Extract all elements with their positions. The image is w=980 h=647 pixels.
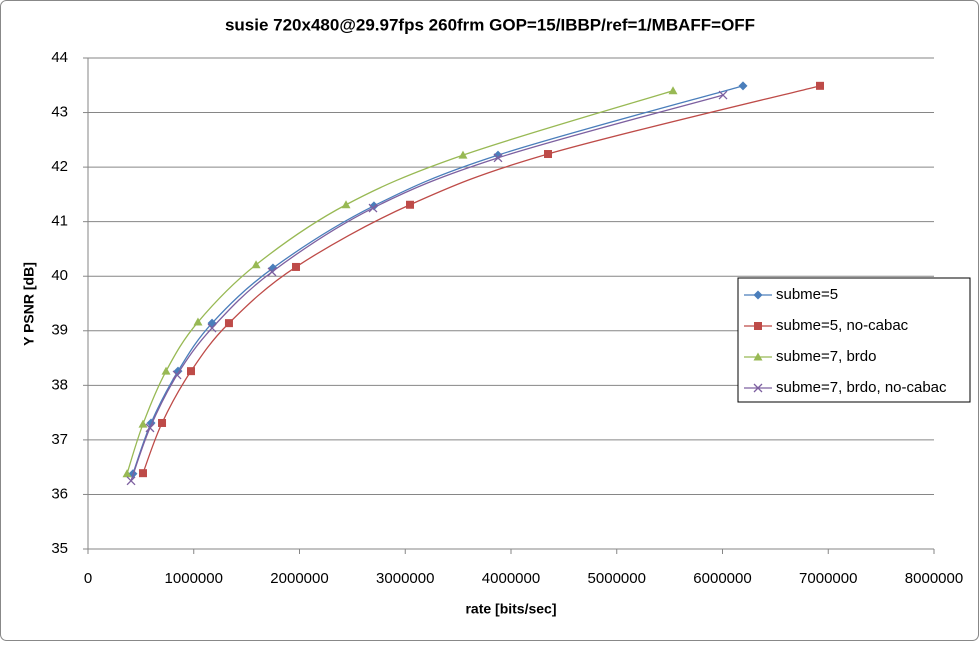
marker: [718, 90, 728, 100]
x-tick-label: 2000000: [270, 570, 328, 587]
chart-title: susie 720x480@29.97fps 260frm GOP=15/IBB…: [225, 15, 755, 34]
legend-box: [737, 277, 971, 403]
legend-label: subme=7, brdo: [776, 348, 876, 365]
y-tick-label: 38: [51, 376, 68, 393]
series-line: [142, 85, 821, 474]
series-line: [130, 94, 724, 482]
x-tick-label: 4000000: [482, 570, 540, 587]
marker: [753, 383, 763, 393]
marker: [145, 423, 155, 433]
y-tick-label: 36: [51, 485, 68, 502]
marker: [158, 418, 167, 427]
y-tick-label: 40: [51, 267, 68, 284]
marker: [544, 150, 553, 159]
x-axis-label: rate [bits/sec]: [465, 601, 556, 617]
x-tick-label: 8000000: [905, 570, 963, 587]
legend-label: subme=5, no-cabac: [776, 317, 909, 334]
y-tick-label: 35: [51, 540, 68, 557]
marker: [753, 290, 763, 300]
marker: [122, 469, 132, 478]
marker: [224, 319, 233, 328]
marker: [251, 260, 261, 269]
legend: subme=5 subme=5, no-cabac subme=7, brdo sub…: [737, 277, 971, 403]
marker: [341, 200, 351, 209]
marker: [138, 419, 148, 428]
x-tick-label: 0: [84, 570, 92, 587]
marker: [493, 153, 503, 163]
marker: [267, 267, 277, 277]
y-tick-label: 42: [51, 158, 68, 175]
marker: [754, 322, 762, 330]
legend-label: subme=5: [776, 286, 838, 303]
marker: [406, 200, 415, 209]
marker: [172, 370, 182, 380]
marker: [458, 150, 468, 159]
x-tick-label: 3000000: [376, 570, 434, 587]
x-tick-label: 5000000: [588, 570, 646, 587]
marker: [753, 352, 763, 361]
y-tick-label: 44: [51, 49, 68, 66]
marker: [292, 262, 301, 271]
y-axis-label: Y PSNR [dB]: [21, 262, 37, 346]
marker: [161, 366, 171, 375]
marker: [138, 469, 147, 478]
marker: [187, 367, 196, 376]
legend-label: subme=7, brdo, no-cabac: [776, 379, 947, 396]
marker: [368, 203, 378, 213]
marker: [738, 81, 748, 91]
y-tick-label: 41: [51, 213, 68, 230]
marker: [193, 317, 203, 326]
y-tick-label: 39: [51, 322, 68, 339]
x-tick-label: 1000000: [165, 570, 223, 587]
marker: [126, 476, 136, 486]
y-tick-label: 37: [51, 431, 68, 448]
marker: [207, 323, 217, 333]
x-tick-label: 6000000: [693, 570, 751, 587]
series-line: [132, 85, 744, 474]
y-tick-label: 43: [51, 104, 68, 121]
marker: [816, 81, 825, 90]
x-tick-label: 7000000: [799, 570, 857, 587]
marker: [668, 86, 678, 95]
